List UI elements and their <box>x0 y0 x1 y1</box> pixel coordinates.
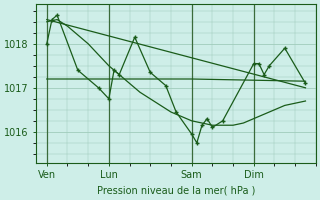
X-axis label: Pression niveau de la mer( hPa ): Pression niveau de la mer( hPa ) <box>97 186 255 196</box>
